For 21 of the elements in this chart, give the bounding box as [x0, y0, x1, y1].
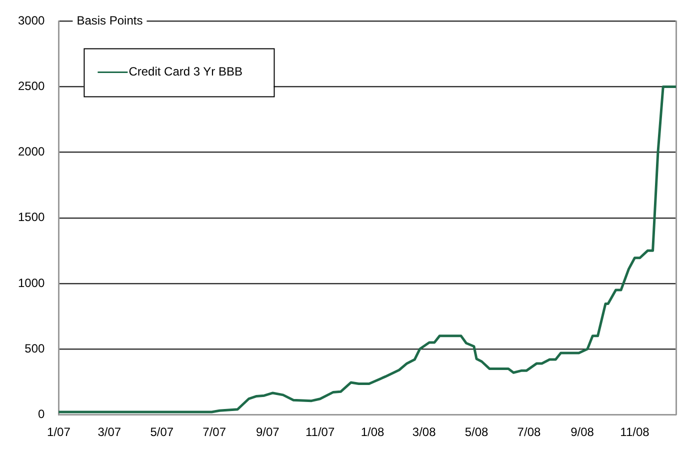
x-tick-label: 5/08 — [464, 425, 489, 440]
y-tick-label: 0 — [38, 406, 46, 421]
y-axis-title: Basis Points — [76, 14, 143, 28]
y-tick-label: 1000 — [18, 276, 46, 290]
x-tick-label: 1/07 — [47, 425, 71, 440]
y-tick-label: 3000 — [18, 14, 46, 28]
x-tick-label: 3/07 — [98, 425, 122, 440]
x-tick-label: 1/08 — [360, 425, 385, 440]
x-tick-label: 9/07 — [256, 425, 280, 440]
x-tick-label: 7/08 — [517, 425, 541, 440]
x-tick-label: 7/07 — [202, 425, 226, 440]
y-tick-label: 2500 — [18, 79, 46, 94]
y-tick-label: 1500 — [18, 210, 46, 224]
y-tick-label: 500 — [24, 341, 46, 356]
x-tick-label: 9/08 — [570, 425, 594, 440]
x-tick-label: 11/07 — [305, 425, 335, 440]
x-tick-label: 3/08 — [412, 425, 436, 440]
x-tick-label: 11/08 — [620, 425, 650, 440]
legend-label: Credit Card 3 Yr BBB — [128, 64, 243, 79]
x-tick-label: 5/07 — [150, 425, 174, 440]
y-tick-label: 2000 — [18, 144, 46, 159]
